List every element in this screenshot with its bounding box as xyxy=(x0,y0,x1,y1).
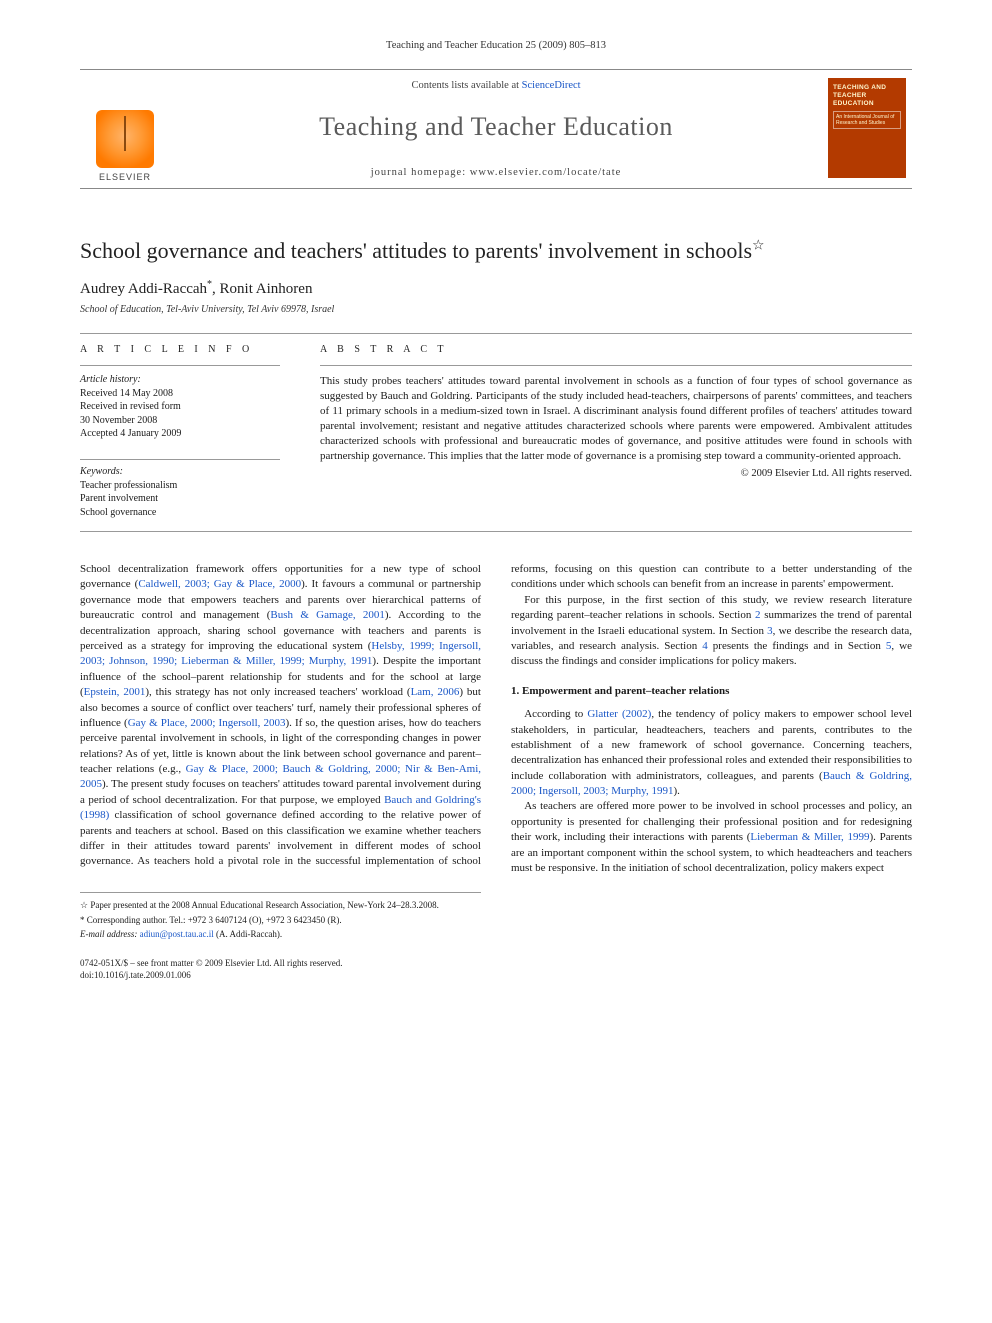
t: presents the findings and in Section xyxy=(708,640,886,652)
article-meta-row: A R T I C L E I N F O Article history: R… xyxy=(80,334,912,532)
cite-link[interactable]: Lieberman & Miller, 1999 xyxy=(750,831,869,843)
email-tail: (A. Addi-Raccah). xyxy=(214,929,282,939)
cite-link[interactable]: Bush & Gamage, 2001 xyxy=(270,609,384,621)
section-1-heading: 1. Empowerment and parent–teacher relati… xyxy=(511,684,912,699)
abstract-text: This study probes teachers' attitudes to… xyxy=(320,374,912,465)
journal-homepage-line: journal homepage: www.elsevier.com/locat… xyxy=(176,167,816,178)
homepage-url[interactable]: www.elsevier.com/locate/tate xyxy=(470,167,622,178)
running-head: Teaching and Teacher Education 25 (2009)… xyxy=(80,40,912,51)
history-line: 30 November 2008 xyxy=(80,414,280,428)
article-info-head: A R T I C L E I N F O xyxy=(80,344,280,355)
t: ), this strategy has not only increased … xyxy=(145,686,410,698)
body-two-col: School decentralization framework offers… xyxy=(80,562,912,876)
sciencedirect-link[interactable]: ScienceDirect xyxy=(522,80,581,91)
author-line: Audrey Addi-Raccah*, Ronit Ainhoren xyxy=(80,279,912,298)
footnote-star: ☆ Paper presented at the 2008 Annual Edu… xyxy=(80,899,481,911)
cover-thumb-title: TEACHING AND TEACHER EDUCATION xyxy=(833,84,901,107)
footer-row: ☆ Paper presented at the 2008 Annual Edu… xyxy=(80,876,912,981)
history-line: Received in revised form xyxy=(80,400,280,414)
rule-kw xyxy=(80,459,280,460)
article-info-col: A R T I C L E I N F O Article history: R… xyxy=(80,344,280,520)
body-para-2: For this purpose, in the first section o… xyxy=(511,593,912,670)
body-para-3: According to Glatter (2002), the tendenc… xyxy=(511,707,912,799)
journal-title: Teaching and Teacher Education xyxy=(176,112,816,142)
keywords-label: Keywords: xyxy=(80,466,280,477)
cite-link[interactable]: Caldwell, 2003; Gay & Place, 2000 xyxy=(138,578,301,590)
t: According to xyxy=(524,708,587,720)
email-link[interactable]: adiun@post.tau.ac.il xyxy=(140,929,214,939)
keyword: Teacher professionalism xyxy=(80,479,280,493)
keywords-block: Keywords: Teacher professionalism Parent… xyxy=(80,459,280,520)
cite-link[interactable]: Epstein, 2001 xyxy=(84,686,146,698)
homepage-prefix: journal homepage: xyxy=(371,167,470,178)
abstract-copyright: © 2009 Elsevier Ltd. All rights reserved… xyxy=(320,468,912,479)
article-title-text: School governance and teachers' attitude… xyxy=(80,238,752,263)
rule-abs xyxy=(320,365,912,366)
contents-prefix: Contents lists available at xyxy=(411,80,521,91)
title-footnote-star: ☆ xyxy=(752,239,765,254)
doi-line: doi:10.1016/j.tate.2009.01.006 xyxy=(80,970,481,982)
cite-link[interactable]: Glatter (2002) xyxy=(587,708,651,720)
affiliation: School of Education, Tel-Aviv University… xyxy=(80,304,912,315)
rule-info xyxy=(80,365,280,366)
history-line: Accepted 4 January 2009 xyxy=(80,427,280,441)
keyword: School governance xyxy=(80,506,280,520)
journal-banner: ELSEVIER Contents lists available at Sci… xyxy=(80,69,912,189)
cover-thumb-subtitle: An International Journal of Research and… xyxy=(833,111,901,129)
abstract-col: A B S T R A C T This study probes teache… xyxy=(320,344,912,520)
body-para-4: As teachers are offered more power to be… xyxy=(511,799,912,876)
footnote-email: E-mail address: adiun@post.tau.ac.il (A.… xyxy=(80,928,481,940)
t: ). xyxy=(673,785,679,797)
rule-bottom xyxy=(80,531,912,532)
history-line: Received 14 May 2008 xyxy=(80,387,280,401)
journal-cover-thumb: TEACHING AND TEACHER EDUCATION An Intern… xyxy=(828,78,906,178)
article-title: School governance and teachers' attitude… xyxy=(80,237,912,265)
elsevier-logo: ELSEVIER xyxy=(86,104,164,182)
author-1: Audrey Addi-Raccah xyxy=(80,281,207,297)
elsevier-tree-icon xyxy=(96,110,154,168)
cover-thumb-cell: TEACHING AND TEACHER EDUCATION An Intern… xyxy=(822,70,912,188)
footnote-corresponding: * Corresponding author. Tel.: +972 3 640… xyxy=(80,914,481,926)
cite-link[interactable]: Lam, 2006 xyxy=(411,686,460,698)
author-2: , Ronit Ainhoren xyxy=(212,281,312,297)
doi-block: 0742-051X/$ – see front matter © 2009 El… xyxy=(80,958,481,981)
banner-center: Contents lists available at ScienceDirec… xyxy=(170,70,822,188)
history-label: Article history: xyxy=(80,374,280,385)
contents-available-line: Contents lists available at ScienceDirec… xyxy=(176,80,816,91)
front-matter-line: 0742-051X/$ – see front matter © 2009 El… xyxy=(80,958,481,970)
abstract-head: A B S T R A C T xyxy=(320,344,912,355)
publisher-logo-cell: ELSEVIER xyxy=(80,70,170,188)
email-label: E-mail address: xyxy=(80,929,140,939)
cite-link[interactable]: Gay & Place, 2000; Ingersoll, 2003 xyxy=(128,717,286,729)
footnotes: ☆ Paper presented at the 2008 Annual Edu… xyxy=(80,892,481,939)
publisher-name: ELSEVIER xyxy=(99,172,151,182)
keyword: Parent involvement xyxy=(80,492,280,506)
